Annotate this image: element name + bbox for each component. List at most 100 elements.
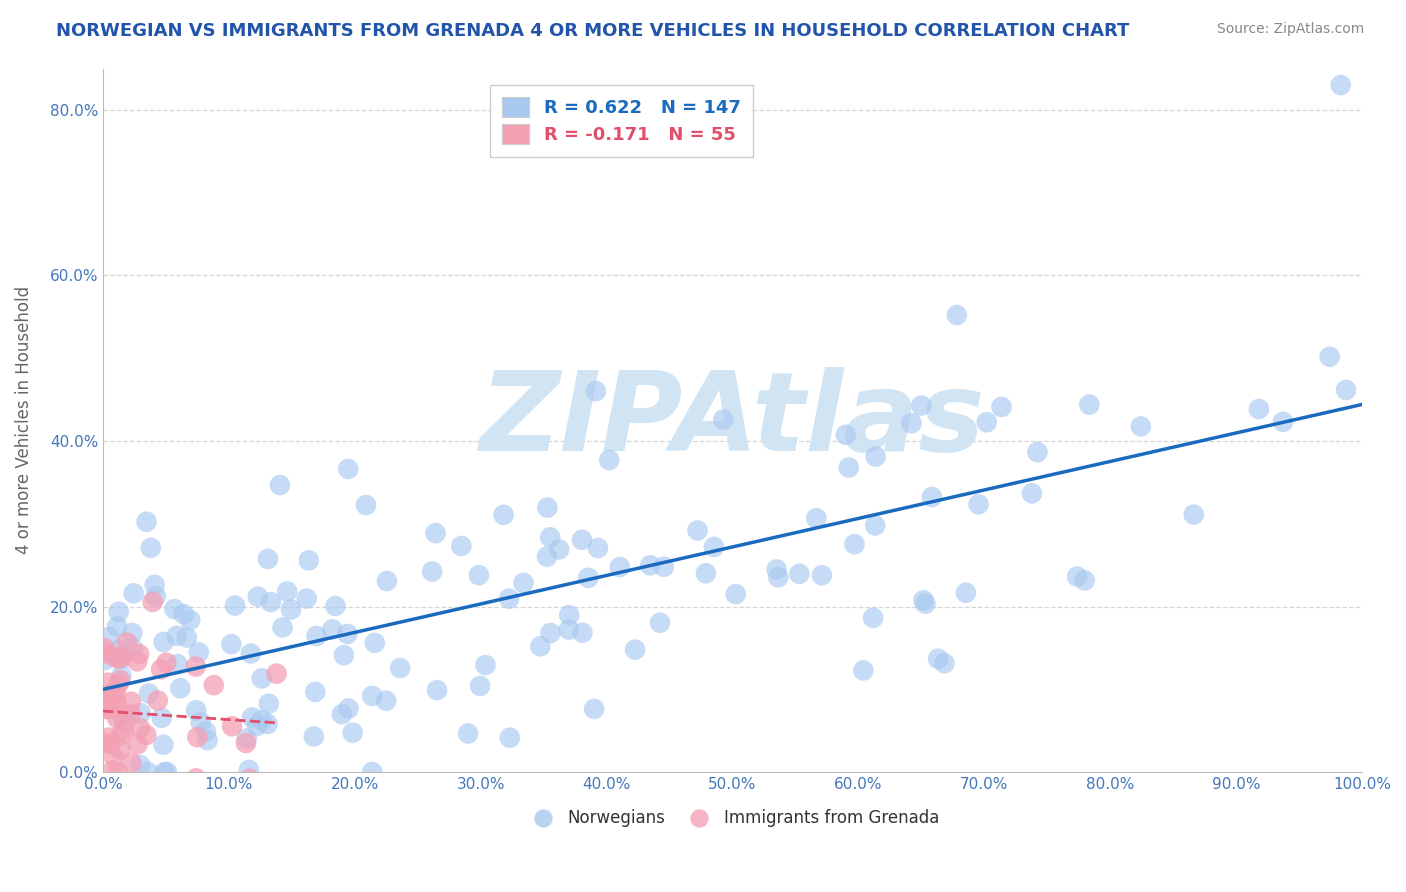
- Point: [325, 599, 347, 613]
- Point: [93, 646, 115, 660]
- Point: [166, 657, 188, 671]
- Point: [105, 619, 128, 633]
- Point: [703, 540, 725, 554]
- Point: [474, 658, 496, 673]
- Point: [112, 714, 135, 729]
- Point: [93, 700, 115, 714]
- Point: [152, 635, 174, 649]
- Point: [120, 695, 142, 709]
- Point: [536, 549, 558, 564]
- Point: [184, 772, 207, 786]
- Point: [142, 595, 165, 609]
- Point: [108, 742, 131, 756]
- Point: [97, 675, 120, 690]
- Point: [169, 681, 191, 696]
- Point: [336, 627, 359, 641]
- Point: [184, 659, 207, 673]
- Point: [536, 500, 558, 515]
- Point: [586, 541, 609, 555]
- Point: [1272, 415, 1295, 429]
- Point: [912, 593, 935, 607]
- Point: [498, 591, 520, 606]
- Point: [934, 657, 956, 671]
- Point: [1078, 398, 1101, 412]
- Point: [115, 635, 138, 649]
- Point: [176, 631, 198, 645]
- Point: [768, 570, 790, 584]
- Point: [163, 602, 186, 616]
- Point: [153, 765, 176, 780]
- Text: ZIPAtlas: ZIPAtlas: [479, 367, 986, 474]
- Point: [865, 450, 887, 464]
- Text: Source: ZipAtlas.com: Source: ZipAtlas.com: [1216, 22, 1364, 37]
- Point: [492, 508, 515, 522]
- Point: [246, 719, 269, 733]
- Point: [103, 789, 125, 804]
- Point: [138, 686, 160, 700]
- Point: [844, 537, 866, 551]
- Point: [120, 756, 142, 770]
- Point: [97, 630, 120, 644]
- Point: [686, 524, 709, 538]
- Point: [221, 719, 243, 733]
- Point: [321, 623, 343, 637]
- Point: [921, 490, 943, 504]
- Point: [186, 730, 208, 744]
- Point: [179, 613, 201, 627]
- Point: [103, 649, 125, 664]
- Point: [638, 558, 661, 573]
- Point: [221, 637, 243, 651]
- Point: [302, 730, 325, 744]
- Point: [96, 698, 118, 712]
- Point: [187, 645, 209, 659]
- Point: [271, 620, 294, 634]
- Point: [93, 641, 115, 656]
- Point: [976, 415, 998, 429]
- Point: [927, 652, 949, 666]
- Point: [100, 686, 122, 700]
- Point: [250, 671, 273, 685]
- Point: [266, 666, 288, 681]
- Point: [420, 565, 443, 579]
- Point: [364, 636, 387, 650]
- Point: [135, 515, 157, 529]
- Point: [900, 416, 922, 430]
- Point: [652, 559, 675, 574]
- Point: [110, 669, 132, 683]
- Point: [121, 626, 143, 640]
- Point: [1334, 383, 1357, 397]
- Point: [457, 726, 479, 740]
- Point: [305, 629, 328, 643]
- Point: [1247, 402, 1270, 417]
- Point: [695, 566, 717, 581]
- Point: [1026, 445, 1049, 459]
- Point: [202, 678, 225, 692]
- Point: [101, 688, 124, 702]
- Point: [624, 642, 647, 657]
- Point: [946, 308, 969, 322]
- Point: [238, 772, 260, 786]
- Point: [835, 427, 858, 442]
- Point: [94, 653, 117, 667]
- Point: [110, 707, 132, 722]
- Point: [136, 765, 159, 780]
- Point: [104, 789, 127, 804]
- Point: [97, 731, 120, 745]
- Point: [101, 694, 124, 708]
- Point: [105, 711, 128, 725]
- Point: [389, 661, 412, 675]
- Point: [1182, 508, 1205, 522]
- Point: [246, 590, 269, 604]
- Legend: Norwegians, Immigrants from Grenada: Norwegians, Immigrants from Grenada: [519, 803, 946, 834]
- Point: [135, 728, 157, 742]
- Point: [1074, 574, 1097, 588]
- Point: [100, 789, 122, 804]
- Point: [143, 578, 166, 592]
- Point: [156, 765, 179, 780]
- Point: [765, 562, 787, 576]
- Point: [337, 701, 360, 715]
- Point: [789, 566, 811, 581]
- Y-axis label: 4 or more Vehicles in Household: 4 or more Vehicles in Household: [15, 286, 32, 554]
- Point: [110, 650, 132, 665]
- Point: [101, 764, 124, 778]
